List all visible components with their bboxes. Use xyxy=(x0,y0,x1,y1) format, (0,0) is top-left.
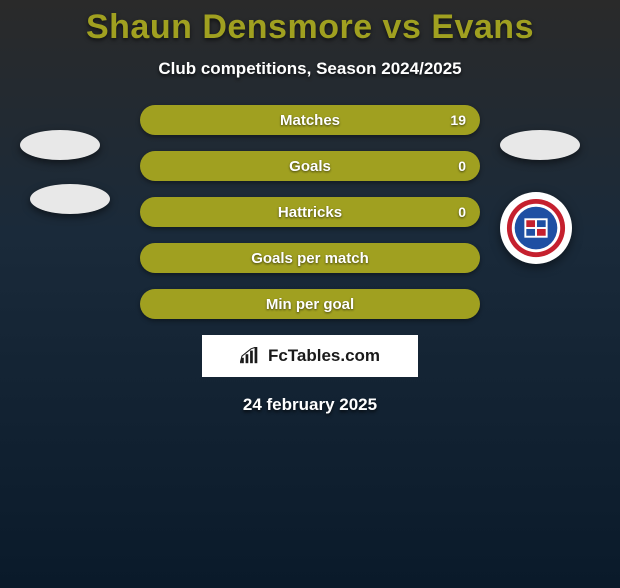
stat-bar-hattricks: Hattricks 0 xyxy=(140,197,480,227)
subtitle: Club competitions, Season 2024/2025 xyxy=(0,59,620,79)
stats-bars: Matches 19 Goals 0 Hattricks 0 Goals per… xyxy=(140,105,480,319)
page-title: Shaun Densmore vs Evans xyxy=(0,8,620,47)
generated-date: 24 february 2025 xyxy=(0,395,620,415)
afc-fylde-crest-icon xyxy=(505,197,567,259)
stat-bar-matches: Matches 19 xyxy=(140,105,480,135)
watermark-text: FcTables.com xyxy=(268,346,380,366)
stat-label: Matches xyxy=(280,112,340,129)
player-left-silhouette xyxy=(20,130,100,160)
player-right-silhouette xyxy=(500,130,580,160)
stat-label: Goals xyxy=(289,158,331,175)
stat-bar-min-per-goal: Min per goal xyxy=(140,289,480,319)
stat-value-right: 19 xyxy=(450,112,466,128)
club-left-badge-placeholder xyxy=(30,184,110,214)
stat-value-right: 0 xyxy=(458,204,466,220)
stat-value-right: 0 xyxy=(458,158,466,174)
bar-chart-icon xyxy=(240,347,262,365)
club-right-logo xyxy=(500,192,572,264)
stat-bar-goals-per-match: Goals per match xyxy=(140,243,480,273)
stat-label: Goals per match xyxy=(251,250,369,267)
stat-label: Hattricks xyxy=(278,204,342,221)
fctables-watermark: FcTables.com xyxy=(202,335,418,377)
stat-label: Min per goal xyxy=(266,296,354,313)
stat-bar-goals: Goals 0 xyxy=(140,151,480,181)
